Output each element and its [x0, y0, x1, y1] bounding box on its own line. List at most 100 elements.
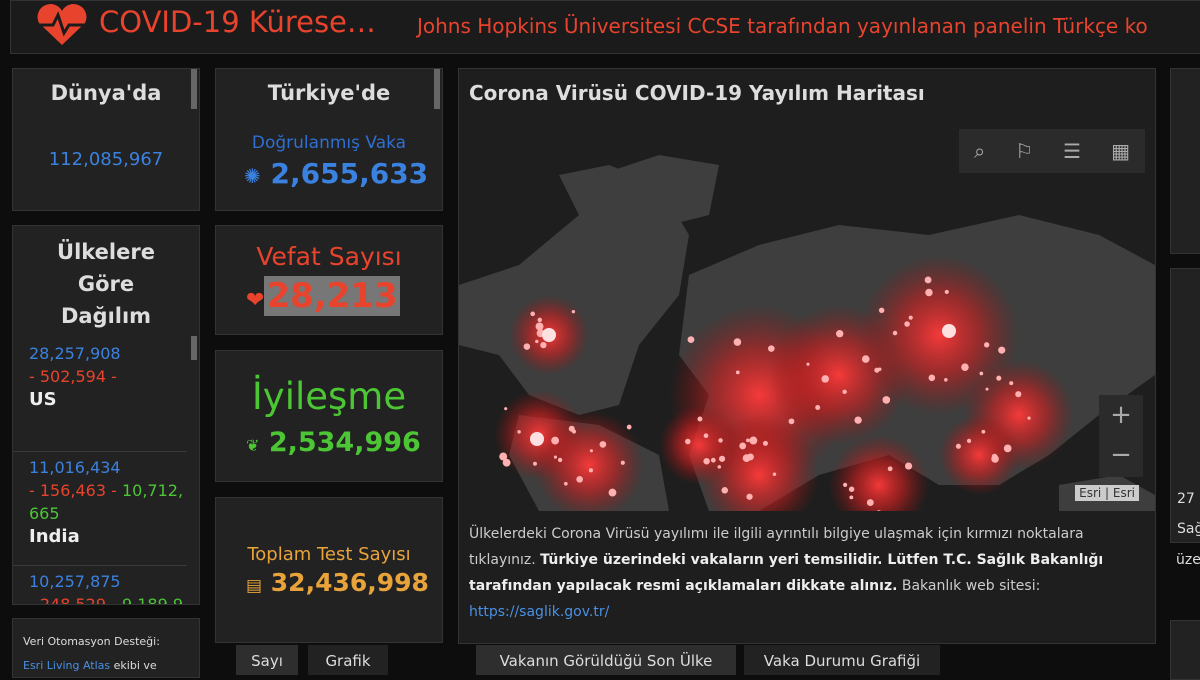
case-dot: [887, 466, 893, 472]
grid-button[interactable]: ▦: [1111, 139, 1130, 163]
case-dot: [718, 455, 726, 462]
description-text: Ülkelerdeki Corona Virüsü yayılımı ile i…: [469, 526, 1084, 568]
map-description: Ülkelerdeki Corona Virüsü yayılımı ile i…: [469, 521, 1139, 625]
case-dot: [848, 486, 855, 492]
case-dot: [878, 367, 882, 371]
bookmark-button[interactable]: ⚐: [1015, 139, 1034, 163]
case-dot: [589, 449, 593, 453]
map-panel: Corona Virüsü COVID-19 Yayılım Haritası …: [458, 68, 1156, 644]
tab[interactable]: Vaka Durumu Grafiği: [744, 645, 940, 675]
case-dot: [942, 324, 956, 338]
country-list: 28,257,908 - 502,594 - US 11,016,434 - 156,…: [13, 338, 187, 605]
country-stats: - 248,529 - 9,189,992: [29, 593, 187, 605]
case-dot: [762, 440, 768, 446]
scrollbar[interactable]: [191, 336, 197, 360]
plant-icon: ❦: [246, 436, 260, 455]
country-confirmed: 10,257,875: [29, 572, 121, 591]
case-dot: [966, 438, 972, 443]
ministry-link[interactable]: https://saglik.gov.tr/: [469, 604, 610, 620]
zoom-in[interactable]: +: [1110, 400, 1132, 430]
world-value: 112,085,967: [48, 149, 164, 170]
map[interactable]: [459, 155, 1155, 511]
case-dot: [721, 486, 729, 494]
case-dot: [1027, 416, 1031, 420]
case-dot: [530, 311, 536, 317]
case-dot: [599, 441, 607, 448]
case-dot: [557, 457, 563, 463]
source-panel: Veri Otomasyon Desteği: Esri Living Atla…: [12, 618, 200, 678]
case-dot: [535, 339, 539, 344]
virus-icon: ✺: [244, 164, 261, 188]
case-dot: [908, 315, 913, 320]
case-dot: [733, 338, 742, 346]
case-dot: [998, 346, 1006, 354]
case-dot: [981, 429, 986, 434]
case-dot: [996, 375, 1002, 381]
scrollbar[interactable]: [434, 69, 440, 109]
case-dot: [685, 438, 691, 445]
case-dot: [608, 488, 617, 497]
tests-label: Toplam Test Sayısı: [247, 544, 411, 565]
case-dot: [878, 307, 885, 314]
country-row: 11,016,434- 156,463 - 10,712,665 India: [13, 452, 187, 566]
case-dot: [836, 330, 844, 338]
case-dot: [842, 389, 847, 395]
case-dot: [1003, 444, 1012, 453]
map-toolbar: ⌕ ⚐ ☰ ▦: [959, 129, 1145, 173]
list-button[interactable]: ☰: [1063, 139, 1082, 163]
country-row: 10,257,875- 248,529 - 9,189,992Brazil: [13, 566, 187, 605]
case-dot: [551, 436, 560, 445]
case-dot: [588, 468, 593, 473]
recovered-value: 2,534,996: [268, 427, 421, 458]
turkey-label: Doğrulanmış Vaka: [251, 133, 407, 153]
heart-icon: [35, 4, 89, 46]
case-dot: [542, 328, 556, 342]
case-dot: [533, 461, 537, 466]
right-date: 27: [1177, 491, 1195, 507]
case-dot: [924, 276, 932, 284]
country-recovered: 10,712,665: [29, 481, 184, 523]
zoom-out[interactable]: −: [1110, 440, 1132, 470]
case-dot: [815, 405, 821, 410]
tab[interactable]: Vakanın Görüldüğü Son Ülke: [476, 645, 736, 675]
case-dot: [718, 438, 723, 443]
zoom-control: + −: [1099, 395, 1143, 477]
tab[interactable]: Sayı: [236, 645, 298, 675]
country-confirmed: 11,016,434: [29, 458, 121, 477]
world-panel: Dünya'da 112,085,967: [12, 68, 200, 211]
source-text: Veri Otomasyon Desteği:: [23, 635, 160, 648]
tab[interactable]: Grafik: [308, 645, 388, 675]
case-dot: [553, 455, 558, 459]
test-icon: ▤: [246, 576, 263, 596]
country-confirmed: 28,257,908: [29, 344, 121, 363]
country-stats: - 502,594 -: [29, 365, 187, 388]
deaths-panel: Vefat Sayısı ❤28,213: [215, 225, 443, 335]
case-dot: [882, 396, 891, 404]
case-dot: [735, 370, 740, 375]
deaths-label: Vefat Sayısı: [256, 242, 402, 271]
map-title: Corona Virüsü COVID-19 Yayılım Haritası: [469, 81, 925, 105]
turkey-panel: Türkiye'de Doğrulanmış Vaka ✺ 2,655,633: [215, 68, 443, 211]
header: COVID-19 Kürese… Johns Hopkins Üniversit…: [10, 0, 1200, 54]
case-dot: [866, 499, 874, 506]
case-dot: [568, 425, 575, 432]
case-dot: [535, 322, 544, 331]
case-dot: [944, 378, 948, 382]
case-dot: [746, 438, 750, 443]
case-glow: [829, 435, 929, 511]
case-dot: [523, 343, 531, 350]
country-deaths: - 156,463 -: [29, 481, 117, 500]
country-deaths: - 248,529 -: [29, 595, 117, 605]
case-dot: [806, 362, 810, 366]
search-button[interactable]: ⌕: [974, 139, 986, 163]
heart-icon: ❤: [246, 288, 265, 313]
header-subtitle: Johns Hopkins Üniversitesi CCSE tarafınd…: [417, 14, 1148, 38]
countries-panel: Ülkelere Göre Dağılım 28,257,908 - 502,59…: [12, 225, 200, 605]
source-link[interactable]: Esri Living Atlas: [23, 659, 111, 672]
case-dot: [502, 458, 511, 467]
case-dot: [504, 407, 508, 411]
case-dot: [576, 475, 583, 483]
scrollbar[interactable]: [191, 69, 197, 109]
case-dot: [1009, 381, 1014, 386]
case-dot: [925, 288, 933, 297]
